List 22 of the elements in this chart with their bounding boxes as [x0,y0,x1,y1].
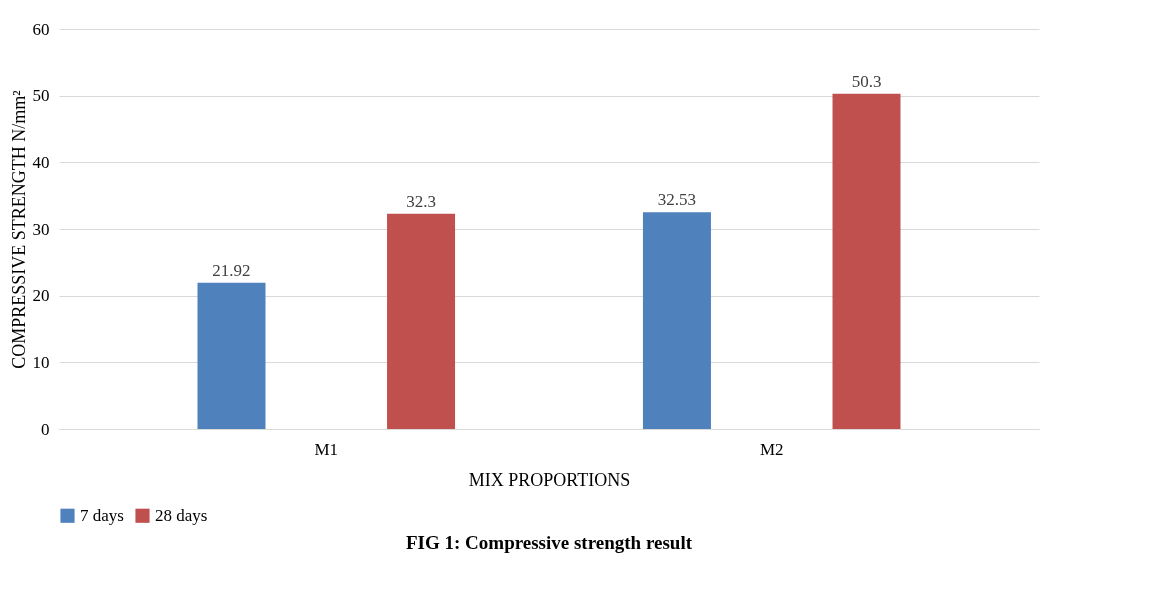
text: FIG 1: Compressive strength result [405,532,693,553]
y-tick-label: 20 [32,286,50,306]
bar [197,282,266,429]
y-axis-title: COMPRESSIVE STRENGTH N/mm² [8,90,29,369]
bar [642,212,711,429]
x-axis-title: MIX PROPORTIONS [468,469,631,490]
data-label: 21.92 [212,260,251,280]
bar [387,213,456,429]
x-tick-label: M2 [759,439,784,459]
y-tick-label: 30 [32,219,50,239]
x-tick-label: M1 [314,439,339,459]
y-tick-label: 10 [32,352,50,372]
bar [832,93,901,429]
data-label: 50.3 [851,71,882,91]
data-label: 32.3 [406,191,436,211]
y-tick-label: 60 [32,19,50,39]
y-tick-label: 40 [32,152,50,172]
y-tick-label: 0 [41,419,50,439]
legend-label: 28 days [155,505,208,525]
y-tick-label: 50 [32,86,50,106]
legend-label: 7 days [80,505,124,525]
data-label: 32.53 [657,190,697,210]
